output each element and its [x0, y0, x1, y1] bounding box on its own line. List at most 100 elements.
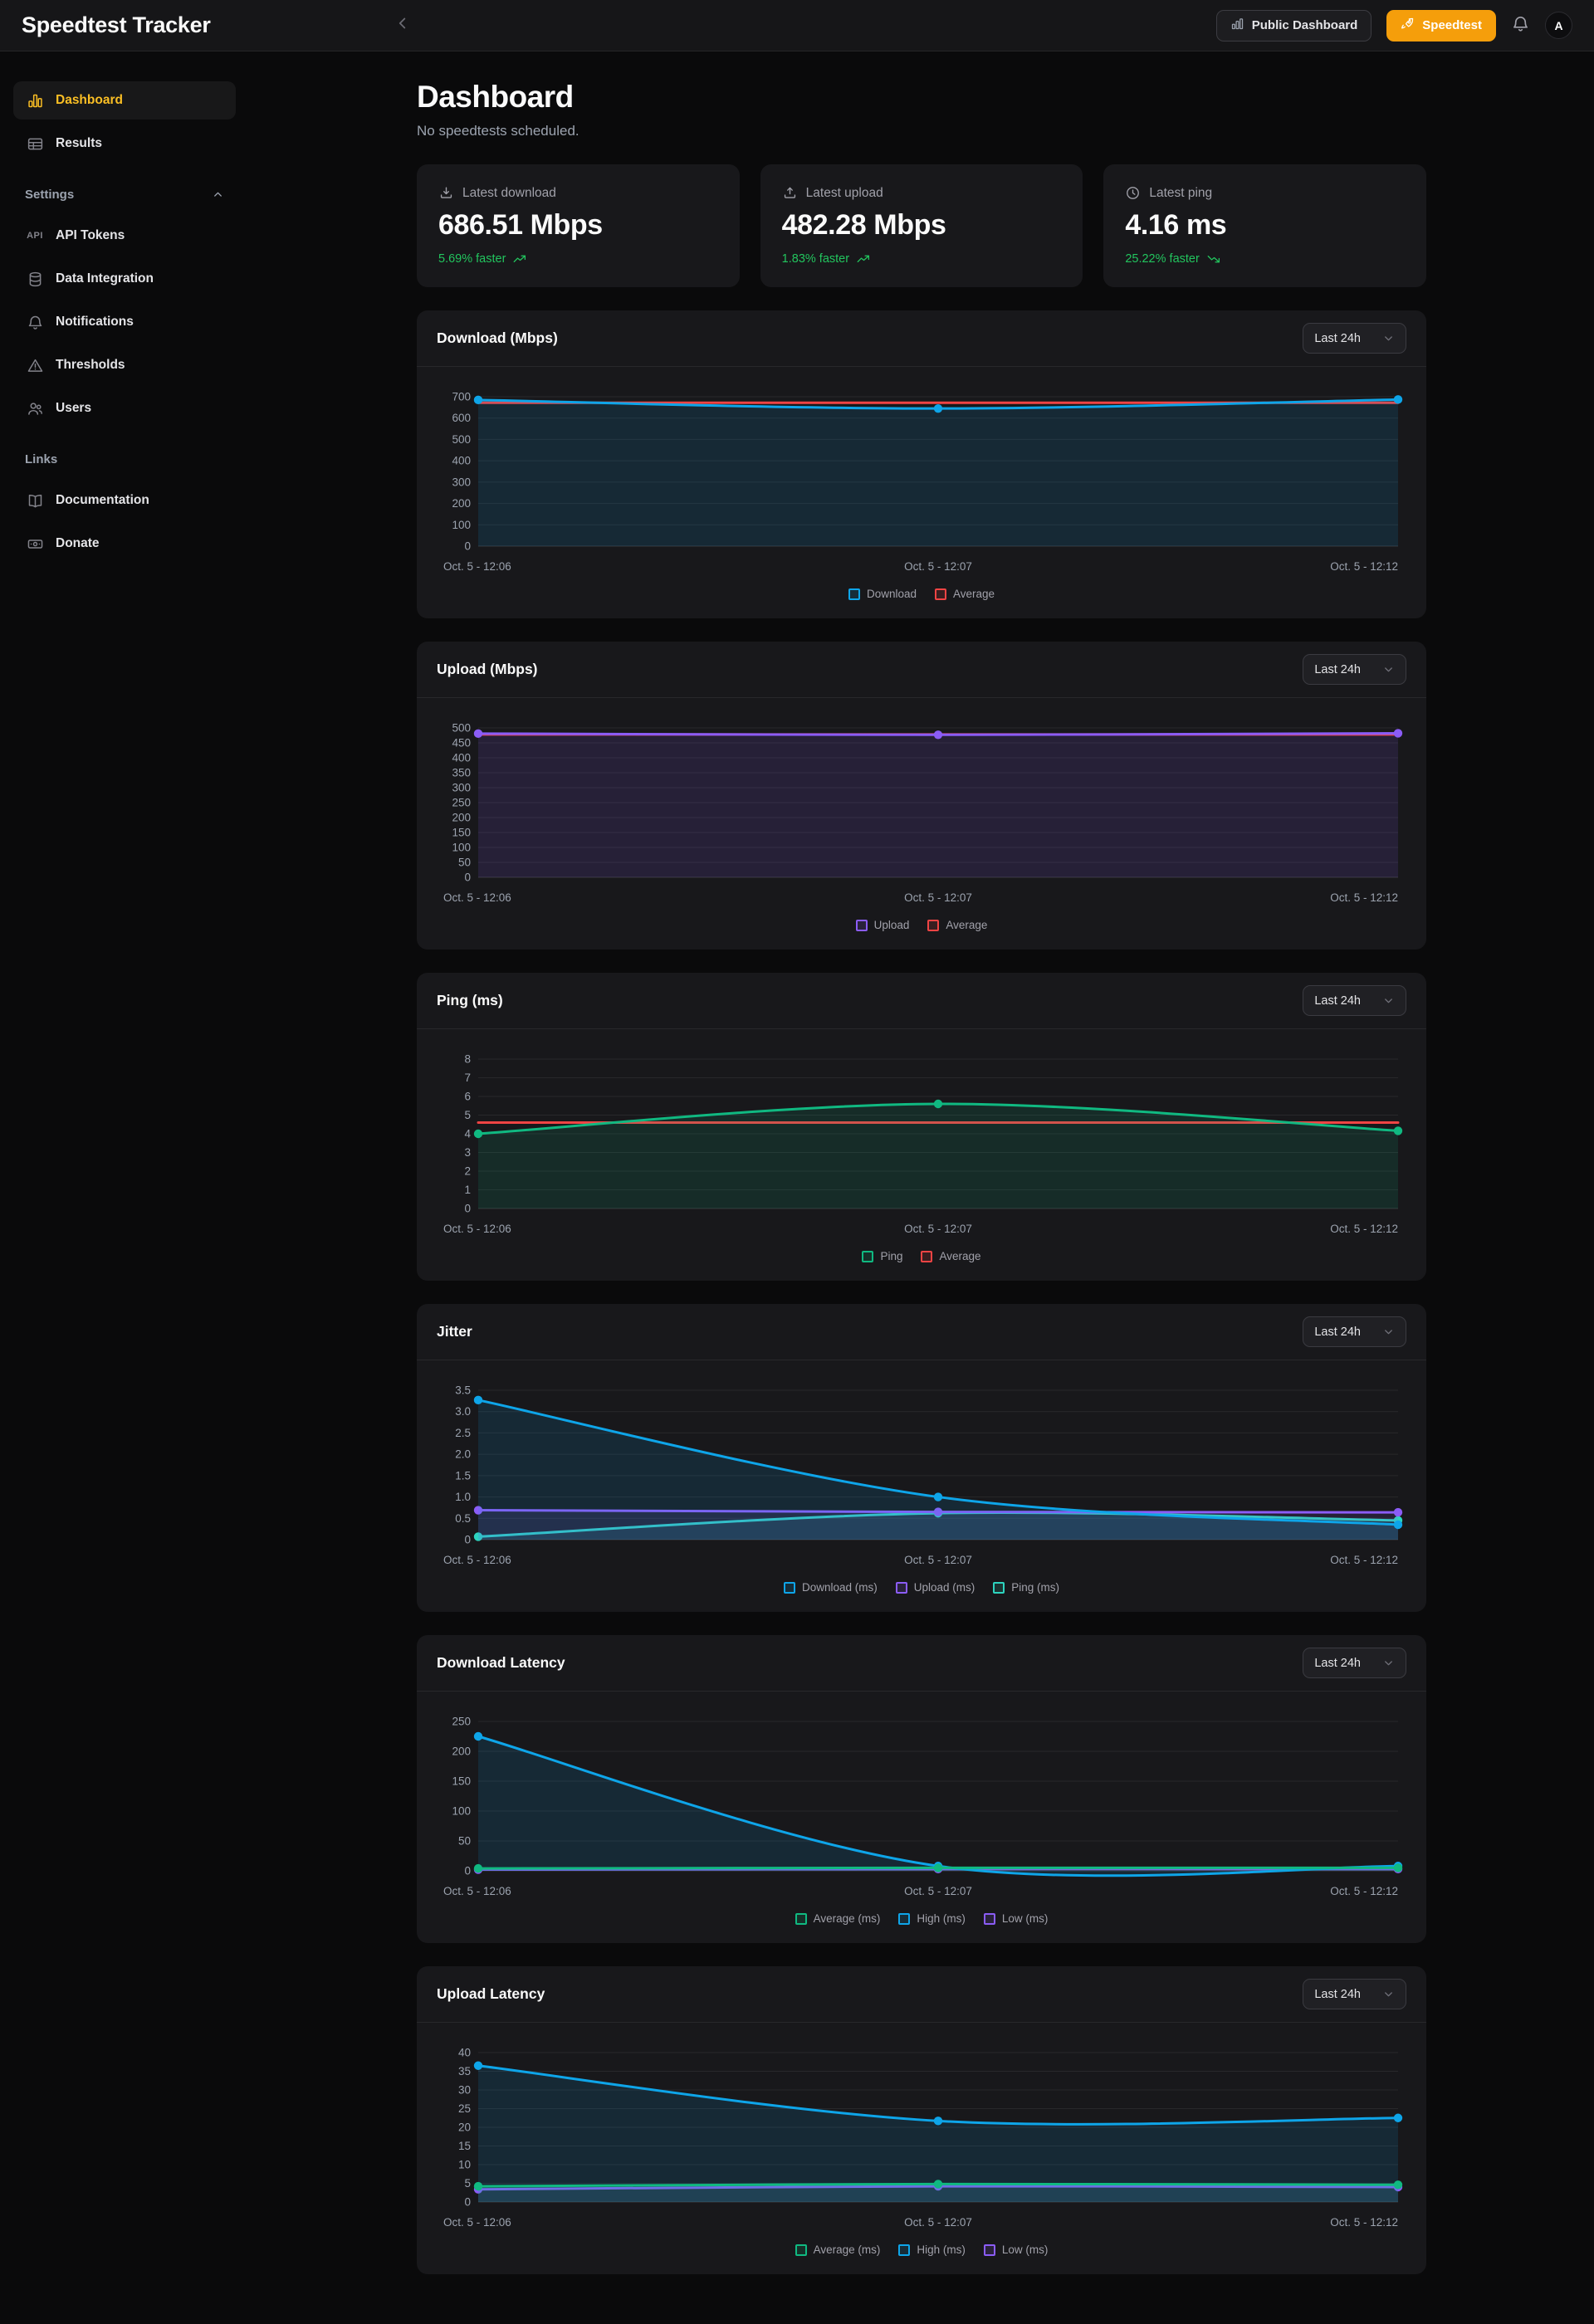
legend-label: Average (ms): [813, 1912, 881, 1925]
trend-up-icon: [512, 251, 527, 266]
legend-swatch: [895, 1581, 907, 1594]
legend-item[interactable]: Download (ms): [783, 1581, 878, 1594]
svg-text:350: 350: [452, 767, 471, 779]
legend-swatch: [898, 2243, 911, 2256]
chart-card: Download (Mbps) Last 24h 0 100 200 300 400 50…: [417, 310, 1426, 618]
svg-text:200: 200: [452, 1745, 471, 1758]
legend-item[interactable]: Ping (ms): [993, 1581, 1059, 1594]
user-avatar[interactable]: A: [1545, 12, 1572, 39]
sidebar-item-label: Results: [56, 136, 102, 150]
stat-card: Latest upload 482.28 Mbps 1.83% faster: [760, 164, 1083, 287]
time-range-select[interactable]: Last 24h: [1303, 1316, 1406, 1347]
legend-item[interactable]: Average: [927, 919, 987, 931]
legend-item[interactable]: Low (ms): [983, 2243, 1048, 2256]
line-chart: 0 50 100 150 200 250 Oct. 5 - 12:06 Oct. 5 - 12…: [443, 1716, 1403, 1897]
time-range-value: Last 24h: [1314, 331, 1361, 345]
banknote-icon: [25, 535, 45, 553]
line-chart: 0 0.5 1.0 1.5 2.0 2.5 3.0 3.5 Oct. 5 - 12:06 Oct.…: [443, 1384, 1403, 1566]
legend-label: Average (ms): [813, 2243, 881, 2256]
chart-title: Download Latency: [437, 1654, 565, 1671]
legend-item[interactable]: Upload: [855, 919, 909, 931]
legend-item[interactable]: Download: [848, 588, 917, 600]
notifications-bell-button[interactable]: [1511, 14, 1530, 37]
legend-item[interactable]: Average (ms): [795, 2243, 881, 2256]
sidebar-item-users[interactable]: Users: [13, 389, 236, 427]
svg-text:100: 100: [452, 519, 471, 531]
trend-up-icon: [856, 251, 871, 266]
chart-card: Download Latency Last 24h 0 50 100 150 200 25…: [417, 1635, 1426, 1943]
legend-item[interactable]: Ping: [862, 1250, 902, 1262]
legend-item[interactable]: Average: [921, 1250, 981, 1262]
chart-legend: Ping Average: [437, 1250, 1406, 1262]
speedtest-button[interactable]: Speedtest: [1386, 9, 1496, 42]
chart-bars-icon: [1230, 17, 1244, 34]
sidebar-item-documentation[interactable]: Documentation: [13, 481, 236, 520]
legend-swatch: [983, 2243, 995, 2256]
sidebar-item-label: Notifications: [56, 315, 134, 329]
legend-item[interactable]: Average (ms): [795, 1912, 881, 1925]
main-content: Dashboard No speedtests scheduled. Lates…: [249, 51, 1594, 2324]
sidebar-item-dashboard[interactable]: Dashboard: [13, 81, 236, 120]
book-icon: [25, 492, 45, 510]
sidebar-item-notifications[interactable]: Notifications: [13, 303, 236, 341]
svg-text:0: 0: [464, 540, 471, 553]
legend-item[interactable]: High (ms): [898, 1912, 966, 1925]
app-title: Speedtest Tracker: [22, 12, 211, 37]
sidebar-item-label: Documentation: [56, 493, 149, 507]
x-axis-label: Oct. 5 - 12:12: [1330, 1885, 1398, 1897]
time-range-select[interactable]: Last 24h: [1303, 1979, 1406, 2009]
public-dashboard-label: Public Dashboard: [1251, 18, 1358, 32]
svg-text:5: 5: [464, 2177, 471, 2190]
topbar: Speedtest Tracker Public Dashboard Speed…: [0, 0, 1594, 51]
svg-text:2.5: 2.5: [455, 1427, 471, 1439]
legend-item[interactable]: Upload (ms): [895, 1581, 975, 1594]
legend-swatch: [862, 1250, 874, 1262]
chart-legend: Average (ms) High (ms) Low (ms): [437, 1912, 1406, 1925]
chevron-up-icon: [212, 188, 224, 201]
stat-label: Latest download: [462, 185, 556, 200]
svg-text:40: 40: [458, 2047, 471, 2059]
legend-swatch: [927, 919, 940, 931]
users-icon: [25, 400, 45, 417]
legend-item[interactable]: High (ms): [898, 2243, 966, 2256]
x-axis-label: Oct. 5 - 12:07: [904, 1885, 972, 1897]
bell-icon: [25, 314, 45, 331]
legend-label: Average: [953, 588, 995, 600]
svg-text:5: 5: [464, 1109, 471, 1121]
time-range-select[interactable]: Last 24h: [1303, 1648, 1406, 1678]
sidebar-item-donate[interactable]: Donate: [13, 525, 236, 563]
legend-swatch: [935, 588, 946, 600]
stat-delta: 1.83% faster: [781, 252, 850, 266]
page-subtitle: No speedtests scheduled.: [417, 123, 579, 139]
svg-text:0: 0: [464, 1203, 471, 1215]
x-axis-label: Oct. 5 - 12:06: [443, 891, 511, 904]
legend-label: Download (ms): [801, 1581, 878, 1594]
stat-value: 4.16 ms: [1125, 209, 1227, 241]
database-icon: [25, 271, 45, 288]
time-range-select[interactable]: Last 24h: [1303, 985, 1406, 1016]
svg-text:35: 35: [458, 2065, 471, 2077]
sidebar-item-results[interactable]: Results: [13, 124, 236, 163]
line-chart: 0 1 2 3 4 5 6 7 8 Oct. 5 - 12:06 Oct. 5 - 12:07 Oct…: [443, 1053, 1403, 1235]
line-chart: 0 50 100 150 200 250 300 350 400 450 500 Oct. 5 - 1…: [443, 722, 1403, 904]
x-axis-label: Oct. 5 - 12:06: [443, 1554, 511, 1566]
chart-title: Ping (ms): [437, 992, 503, 1008]
time-range-select[interactable]: Last 24h: [1303, 654, 1406, 685]
sidebar-item-label: Donate: [56, 536, 100, 550]
chart-title: Jitter: [437, 1323, 472, 1340]
sidebar-group-label-settings[interactable]: Settings: [13, 188, 236, 202]
sidebar-item-thresholds[interactable]: Thresholds: [13, 346, 236, 384]
sidebar-item-api-tokens[interactable]: API API Tokens: [13, 217, 236, 255]
legend-item[interactable]: Low (ms): [983, 1912, 1048, 1925]
stat-label: Latest upload: [805, 185, 883, 200]
x-axis-label: Oct. 5 - 12:06: [443, 1885, 511, 1897]
svg-text:500: 500: [452, 433, 471, 446]
sidebar-item-data-integration[interactable]: Data Integration: [13, 260, 236, 298]
time-range-select[interactable]: Last 24h: [1303, 323, 1406, 354]
legend-item[interactable]: Average: [935, 588, 995, 600]
stat-value: 482.28 Mbps: [781, 209, 946, 241]
sidebar-collapse-button[interactable]: [394, 14, 412, 37]
svg-text:0: 0: [464, 1534, 471, 1546]
time-range-value: Last 24h: [1314, 1656, 1361, 1670]
public-dashboard-button[interactable]: Public Dashboard: [1215, 9, 1372, 42]
